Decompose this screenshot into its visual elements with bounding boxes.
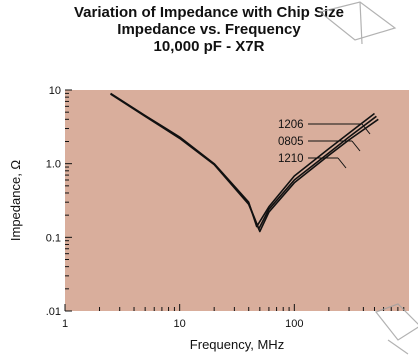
- series-lines: [110, 92, 379, 233]
- chart-title: Variation of Impedance with Chip Size: [73, 4, 345, 21]
- series-leader-tip-1206: [361, 123, 371, 135]
- chart-subtitle: Impedance vs. Frequency: [117, 21, 301, 38]
- plot-area: [65, 90, 409, 311]
- axis-ticks: 1 10 100 10 1.0 0.1 .01: [46, 85, 405, 330]
- y-tick-label: .01: [46, 306, 61, 318]
- chart-title-block: Variation of Impedance with Chip Size Im…: [0, 4, 418, 55]
- y-tick-label: 10: [49, 85, 61, 97]
- series-line-1210: [110, 93, 379, 233]
- chart-subtitle-2: 10,000 pF - X7R: [153, 38, 265, 55]
- x-axis-label: Frequency, MHz: [190, 337, 284, 352]
- x-tick-label: 100: [285, 318, 303, 330]
- series-annotations: 1206 0805 1210: [278, 119, 371, 169]
- x-tick-label: 1: [62, 318, 68, 330]
- series-label-1210: 1210: [278, 153, 304, 165]
- y-tick-label: 1.0: [46, 159, 61, 171]
- series-label-1206: 1206: [278, 119, 304, 131]
- series-label-0805: 0805: [278, 136, 304, 148]
- series-leader-tip-0805: [351, 140, 361, 152]
- x-tick-label: 10: [174, 318, 186, 330]
- series-leader-tip-1210: [337, 157, 347, 169]
- y-tick-label: 0.1: [46, 232, 61, 244]
- y-axis-label: Impedance, Ω: [8, 160, 23, 242]
